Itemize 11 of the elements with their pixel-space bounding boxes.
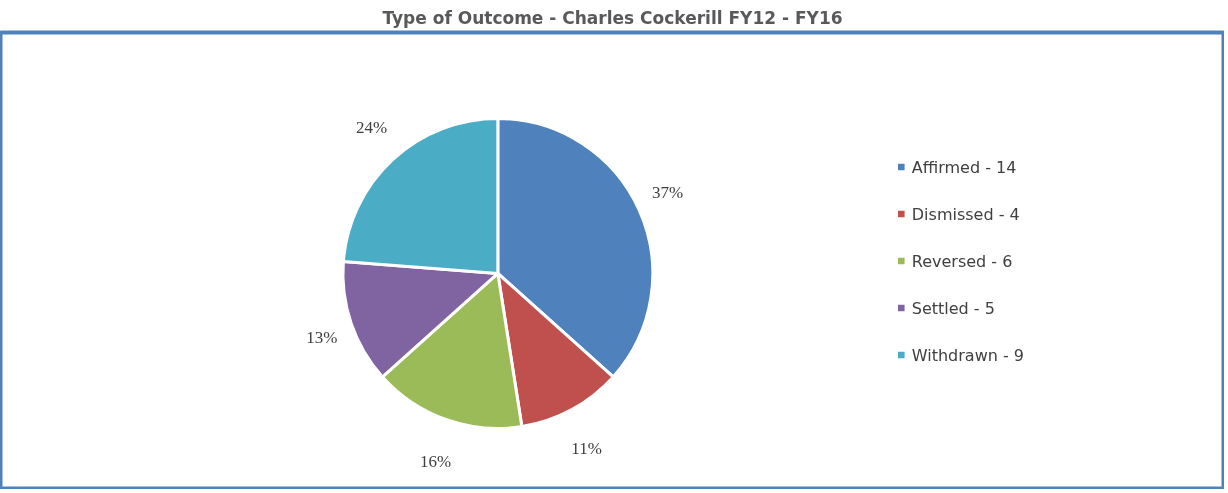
legend-label: Dismissed - 4 bbox=[911, 204, 1020, 223]
legend-label: Settled - 5 bbox=[911, 298, 995, 317]
data-label: 11% bbox=[571, 439, 602, 459]
legend-label: Affirmed - 14 bbox=[911, 157, 1017, 176]
data-label: 16% bbox=[419, 451, 452, 471]
legend-label: Reversed - 6 bbox=[911, 251, 1013, 270]
data-label: 37% bbox=[652, 182, 684, 202]
data-label: 24% bbox=[356, 117, 388, 137]
data-label: 13% bbox=[306, 327, 338, 347]
chart-title: Type of Outcome - Charles Cockerill FY12 - FY16 bbox=[382, 7, 843, 28]
legend-label: Withdrawn - 9 bbox=[911, 345, 1024, 364]
